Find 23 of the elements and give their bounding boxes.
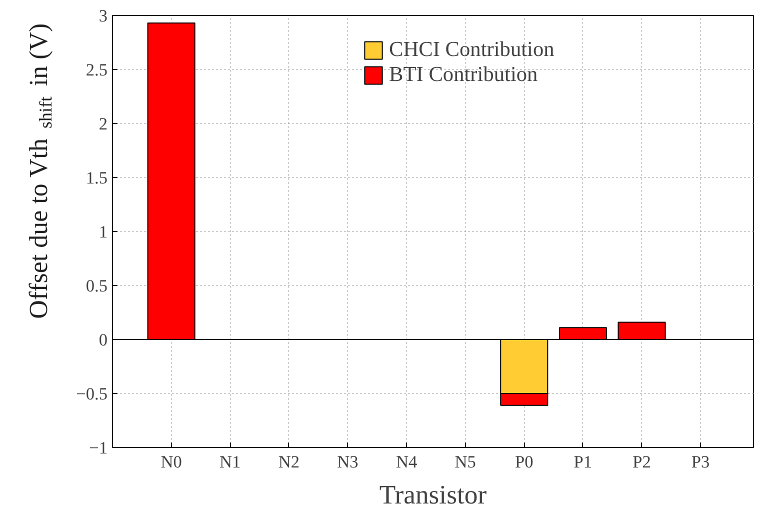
x-axis-title: Transistor — [379, 480, 487, 510]
x-tick-label: N0 — [160, 452, 182, 472]
y-tick-label: 2.5 — [86, 60, 108, 80]
y-tick-label: 1 — [98, 222, 108, 242]
y-tick-label: 2 — [98, 114, 108, 134]
x-tick-label: N5 — [454, 452, 476, 472]
x-tick-label: P0 — [515, 452, 534, 472]
y-tick-label: 1.5 — [86, 168, 108, 188]
y-axis-title: Offset due to Vthshift in (V) — [24, 23, 56, 319]
y-tick-label: 0 — [98, 330, 108, 350]
y-tick-label: −0.5 — [76, 384, 108, 404]
legend-label: BTI Contribution — [389, 62, 538, 87]
x-tick-label: N1 — [220, 452, 241, 472]
y-tick-label: 3 — [98, 6, 108, 26]
x-tick-label: P2 — [632, 452, 651, 472]
x-tick-label: P3 — [691, 452, 710, 472]
legend-label: CHCI Contribution — [389, 37, 554, 62]
x-tick-label: N4 — [396, 452, 418, 472]
y-tick-label: −1 — [89, 438, 108, 458]
y-tick-label: 0.5 — [86, 276, 108, 296]
x-tick-label: N3 — [337, 452, 358, 472]
x-tick-label: P1 — [574, 452, 592, 472]
x-tick-label: N2 — [278, 452, 300, 472]
